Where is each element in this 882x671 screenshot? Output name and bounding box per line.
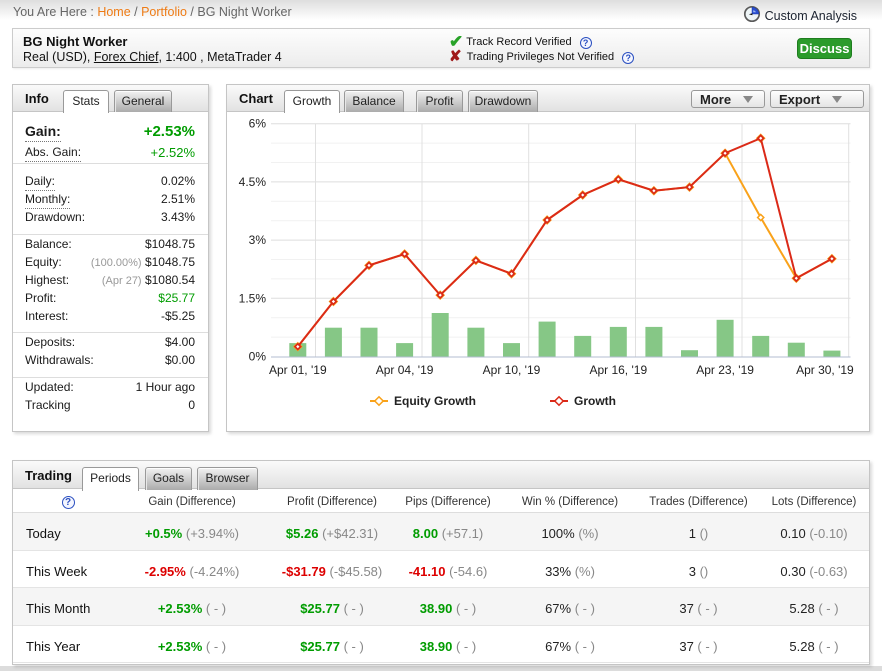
svg-text:Apr 10, '19: Apr 10, '19 xyxy=(483,363,541,377)
svg-text:Apr 01, '19: Apr 01, '19 xyxy=(269,363,327,377)
svg-text:Apr 30, '19: Apr 30, '19 xyxy=(796,363,854,377)
svg-text:0%: 0% xyxy=(249,350,267,364)
svg-text:3%: 3% xyxy=(249,233,267,247)
svg-text:Equity Growth: Equity Growth xyxy=(394,394,476,408)
svg-text:1.5%: 1.5% xyxy=(239,291,267,305)
svg-text:Apr 16, '19: Apr 16, '19 xyxy=(589,363,647,377)
svg-text:4.5%: 4.5% xyxy=(239,175,267,189)
svg-text:Apr 04, '19: Apr 04, '19 xyxy=(376,363,434,377)
svg-text:Apr 23, '19: Apr 23, '19 xyxy=(696,363,754,377)
svg-text:6%: 6% xyxy=(249,117,267,131)
svg-text:Growth: Growth xyxy=(574,394,616,408)
